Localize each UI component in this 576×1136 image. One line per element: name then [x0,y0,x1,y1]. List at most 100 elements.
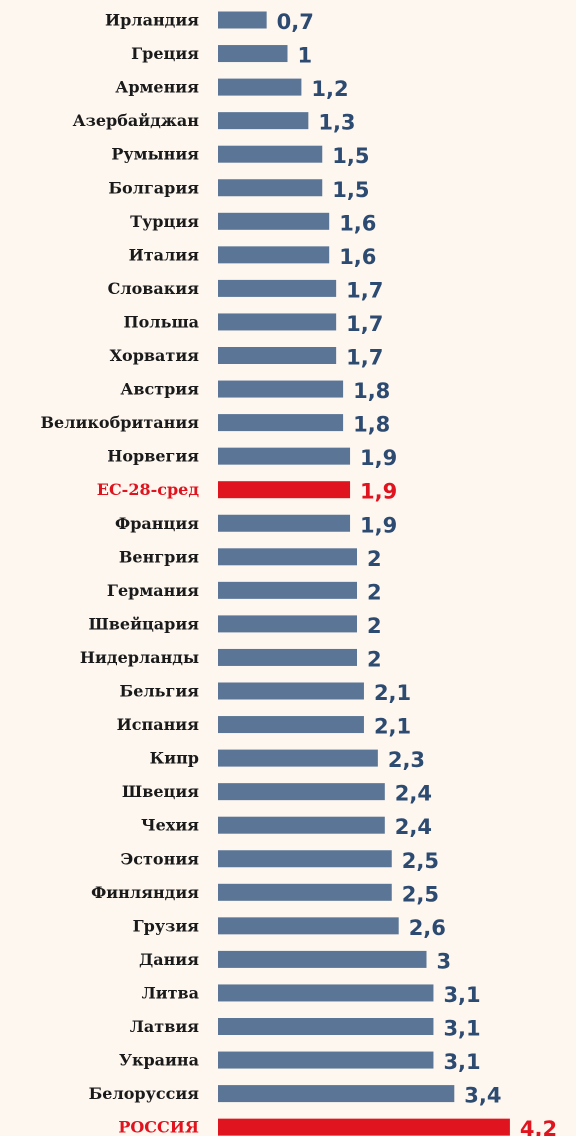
bar [218,950,427,968]
bar [218,615,357,633]
bar [218,581,357,599]
category-label: Венгрия [119,547,199,566]
category-label: Италия [129,245,200,264]
value-label: 1,6 [339,245,376,269]
bar [218,682,364,700]
value-label: 2 [367,614,382,638]
bar [218,112,309,130]
bar [218,11,267,29]
category-label: Швеция [122,782,199,801]
bar [218,45,288,63]
value-label: 1,9 [360,513,397,537]
category-label: Хорватия [110,346,200,365]
bar [218,1118,510,1136]
value-label: 0,7 [277,10,314,34]
category-label: ЕС-28-сред [97,480,200,499]
bar [218,179,323,197]
value-label: 3,1 [443,983,480,1007]
category-label: РОССИЯ [118,1118,199,1136]
bar [218,1051,434,1069]
bar [218,313,337,331]
category-label: Франция [115,514,199,533]
bar [218,783,385,801]
bar [218,347,337,364]
value-label: 1,6 [339,211,376,235]
category-label: Норвегия [107,447,199,466]
category-label: Австрия [120,380,199,399]
category-label: Дания [139,950,199,969]
value-label: 1,9 [360,446,397,470]
category-label: Кипр [150,749,199,768]
value-label: 1,7 [346,278,383,302]
value-label: 3 [437,949,452,973]
category-label: Болгария [108,178,199,197]
category-label: Великобритания [41,413,200,432]
category-label: Чехия [141,816,199,835]
bar [218,984,434,1002]
bar [218,1085,455,1103]
bar [218,380,344,398]
category-label: Греция [131,44,199,63]
bar [218,1018,434,1035]
bar [218,816,385,834]
category-label: Турция [130,212,199,231]
category-label: Латвия [130,1017,199,1036]
value-label: 2,6 [409,916,446,940]
bar [218,78,302,96]
category-label: Румыния [111,145,199,164]
value-label: 2 [367,547,382,571]
category-label: Германия [107,581,199,600]
value-label: 2,4 [395,815,432,839]
bar [218,414,344,432]
bar [218,447,351,465]
category-label: Польша [124,312,199,331]
value-label: 1,2 [311,77,348,101]
value-label: 2,1 [374,715,411,739]
value-label: 1,9 [360,480,397,504]
value-label: 2,1 [374,681,411,705]
value-label: 2,5 [402,849,439,873]
category-label: Украина [119,1051,199,1070]
value-label: 1,5 [332,144,369,168]
value-label: 2,5 [402,882,439,906]
bar [218,749,378,767]
bar [218,883,392,901]
bar [218,481,351,499]
value-label: 1,7 [346,346,383,370]
value-label: 3,4 [464,1084,501,1108]
category-label: Армения [115,78,199,97]
category-label: Финляндия [91,883,199,902]
value-label: 2,3 [388,748,425,772]
value-label: 1,8 [353,413,390,437]
bar [218,548,357,566]
category-label: Ирландия [105,11,199,30]
category-label: Белоруссия [89,1084,200,1103]
category-label: Эстония [121,849,200,868]
bar [218,514,351,532]
value-label: 4,2 [520,1117,557,1136]
category-label: Швейцария [88,614,199,633]
category-label: Нидерланды [80,648,199,667]
bar [218,145,323,163]
category-label: Словакия [108,279,200,298]
bar [218,246,330,264]
value-label: 1,8 [353,379,390,403]
category-label: Бельгия [120,682,200,701]
value-label: 1,5 [332,178,369,202]
value-label: 3,1 [443,1017,480,1041]
category-label: Грузия [133,916,200,935]
value-label: 3,1 [443,1050,480,1074]
value-label: 1,3 [318,111,355,135]
category-label: Азербайджан [73,111,200,130]
bar [218,279,337,297]
value-label: 2 [367,647,382,671]
category-label: Испания [117,715,200,734]
bar [218,917,399,935]
bar [218,850,392,868]
bar [218,212,330,230]
value-label: 1,7 [346,312,383,336]
bar [218,648,357,666]
value-label: 2,4 [395,782,432,806]
value-label: 2 [367,580,382,604]
